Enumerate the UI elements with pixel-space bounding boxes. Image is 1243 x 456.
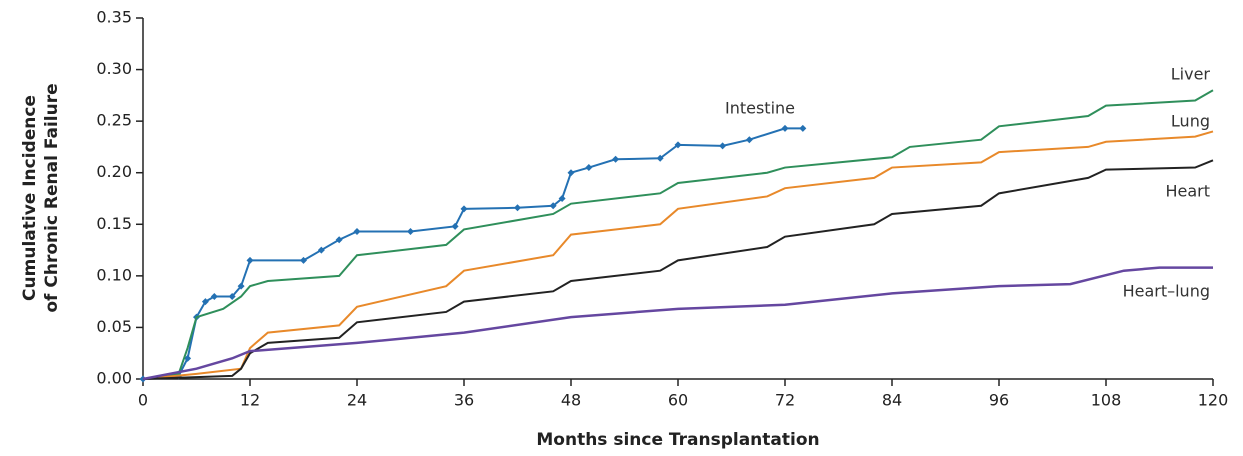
marker bbox=[612, 155, 620, 163]
marker bbox=[210, 292, 218, 300]
series-line bbox=[142, 159, 1214, 380]
x-tick-label: 72 bbox=[775, 391, 795, 410]
series-label: Liver bbox=[1171, 65, 1211, 84]
y-tick-label: 0.35 bbox=[96, 8, 132, 27]
x-tick-label: 84 bbox=[882, 391, 902, 410]
y-tick-label: 0.25 bbox=[96, 111, 132, 130]
x-tick-label: 0 bbox=[138, 391, 148, 410]
x-tick-label: 120 bbox=[1198, 391, 1229, 410]
y-axis-title: Cumulative Incidence bbox=[20, 95, 40, 301]
marker bbox=[184, 354, 192, 362]
marker bbox=[300, 256, 307, 264]
marker bbox=[558, 195, 566, 202]
series-label: Heart bbox=[1165, 182, 1210, 201]
marker bbox=[335, 236, 343, 244]
y-tick-label: 0.00 bbox=[96, 369, 132, 388]
marker bbox=[407, 228, 414, 236]
marker bbox=[719, 142, 727, 150]
y-tick-label: 0.15 bbox=[96, 214, 132, 233]
y-tick-label: 0.20 bbox=[96, 162, 132, 181]
x-tick-label: 24 bbox=[347, 391, 367, 410]
marker bbox=[674, 141, 682, 149]
marker bbox=[781, 124, 789, 132]
marker bbox=[237, 282, 245, 290]
y-tick-label: 0.05 bbox=[96, 317, 132, 336]
y-axis-title: of Chronic Renal Failure bbox=[42, 83, 62, 312]
y-tick-label: 0.10 bbox=[96, 265, 132, 284]
x-tick-label: 108 bbox=[1091, 391, 1122, 410]
y-tick-label: 0.30 bbox=[96, 59, 132, 78]
marker bbox=[317, 246, 325, 254]
series-line bbox=[142, 89, 1214, 380]
x-tick-label: 48 bbox=[561, 391, 581, 410]
marker bbox=[549, 202, 557, 210]
marker bbox=[745, 136, 753, 144]
marker bbox=[228, 292, 236, 300]
x-tick-label: 60 bbox=[668, 391, 688, 410]
marker bbox=[353, 228, 361, 236]
marker bbox=[567, 169, 575, 177]
marker bbox=[451, 222, 459, 230]
series-line bbox=[142, 266, 1213, 381]
x-tick-label: 36 bbox=[454, 391, 474, 410]
marker bbox=[585, 164, 593, 172]
x-tick-label: 96 bbox=[989, 391, 1009, 410]
marker bbox=[460, 205, 468, 213]
x-tick-label: 12 bbox=[240, 391, 260, 410]
marker bbox=[246, 256, 254, 264]
marker bbox=[799, 124, 807, 132]
series-label: Lung bbox=[1171, 112, 1210, 131]
series-line bbox=[142, 127, 803, 380]
marker bbox=[514, 204, 521, 212]
series-label: Intestine bbox=[725, 99, 795, 118]
marker bbox=[201, 298, 209, 306]
series-label: Heart–lung bbox=[1123, 282, 1210, 301]
series-line bbox=[142, 130, 1214, 380]
x-axis-title: Months since Transplantation bbox=[536, 430, 819, 450]
marker bbox=[656, 154, 664, 162]
